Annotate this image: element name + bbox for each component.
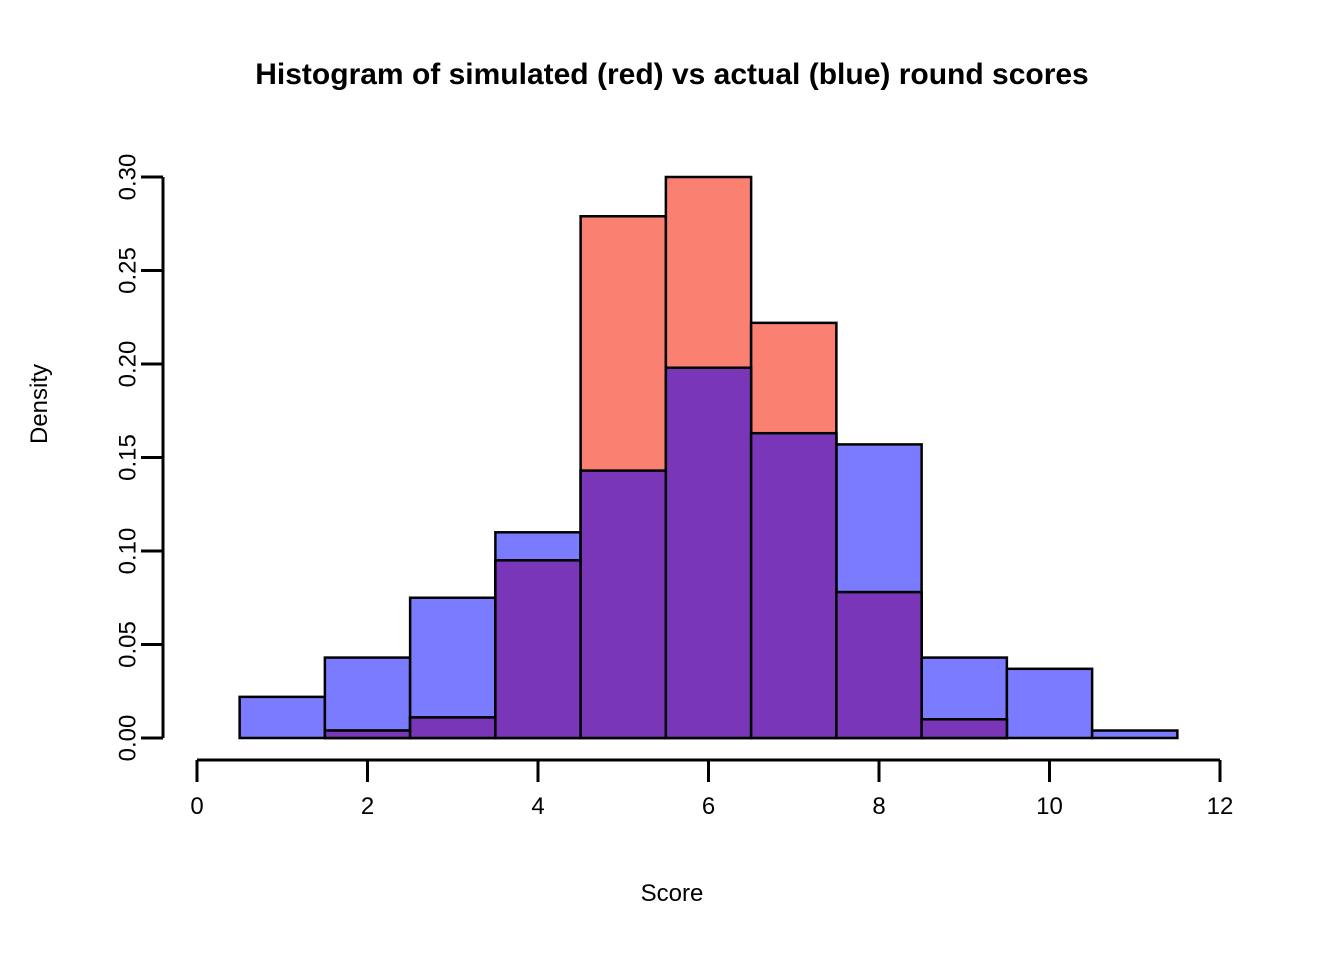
y-axis-tick-label: 0.05 (114, 621, 141, 668)
histogram-bar-actual (1090, 729, 1179, 740)
histogram-bar-overlap (920, 718, 1009, 740)
histogram-bar-overlap (494, 559, 582, 740)
x-axis-tick-label: 2 (361, 793, 374, 820)
y-axis-tick-label: 0.30 (114, 154, 141, 201)
y-axis-tick-label: 0.00 (114, 715, 141, 762)
x-axis-label: Score (640, 880, 704, 907)
histogram-bar-overlap (664, 366, 753, 740)
histogram-bar-overlap (835, 590, 923, 740)
histogram-bar-actual (238, 695, 327, 740)
x-axis-tick-label: 8 (872, 793, 885, 820)
histogram-bar-overlap (749, 431, 838, 740)
histogram-bar-overlap (408, 716, 497, 740)
x-axis-tick-label: 6 (702, 793, 715, 820)
y-axis: 0.00 0.05 0.10 0.15 0.20 0.25 0.30 (114, 154, 165, 762)
x-axis-tick-label: 0 (190, 793, 203, 820)
x-axis-tick-label: 12 (1207, 793, 1234, 820)
y-axis-tick-label: 0.15 (114, 434, 141, 481)
histogram-bar-actual (1005, 667, 1094, 740)
x-axis: 0 2 4 6 8 10 12 (190, 758, 1234, 820)
histogram-bar-actual (323, 656, 412, 740)
histogram-bar-overlap (323, 729, 412, 740)
y-axis-tick-label: 0.25 (114, 247, 141, 294)
y-axis-tick-label: 0.20 (114, 341, 141, 388)
y-axis-tick-label: 0.10 (114, 528, 141, 575)
x-axis-tick-label: 10 (1036, 793, 1063, 820)
bars-layer (238, 175, 1179, 740)
page-title: Histogram of simulated (red) vs actual (… (255, 58, 1089, 91)
x-axis-tick-label: 4 (531, 793, 544, 820)
histogram-bar-overlap (579, 469, 668, 740)
